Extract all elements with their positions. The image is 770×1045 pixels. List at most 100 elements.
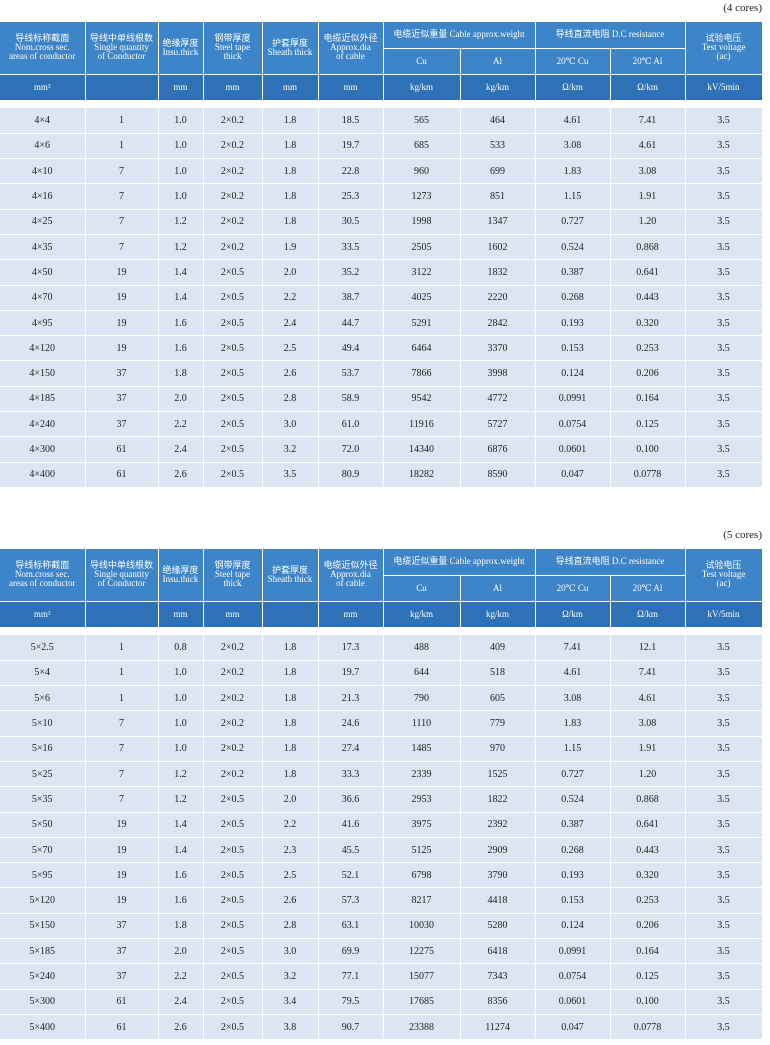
cell: 1.91	[610, 183, 686, 210]
column-header: 导线标称截面 Nom.cross sec. areas of conductor	[0, 22, 86, 75]
cell: 3.5	[685, 963, 763, 990]
cell: 3.8	[262, 1014, 319, 1041]
cell: 1.8	[262, 158, 319, 185]
data-row: 4×35 7 1.2 2×0.2 1.9 33.5 2505 1602 0.524 0.868 3.…	[0, 234, 763, 261]
cell: 72.0	[318, 436, 384, 463]
cell: 0.524	[535, 234, 611, 261]
cell: 0.0754	[535, 963, 611, 990]
cell: 7	[85, 209, 159, 235]
cell: 5×10	[0, 710, 86, 737]
cell: 11274	[460, 1014, 536, 1041]
cell: 1	[85, 133, 159, 160]
data-row: 4×70 19 1.4 2×0.5 2.2 38.7 4025 2220 0.268 0.443 3…	[0, 285, 763, 311]
cell: 1602	[460, 234, 536, 261]
data-row: 5×6 1 1.0 2×0.2 1.8 21.3 790 605 3.08 4.61 3.5	[0, 685, 763, 712]
cell: 1.4	[158, 259, 204, 286]
cell: 4×50	[0, 259, 86, 286]
header-row: Cu Al 20℃ Cu 20℃ Al	[0, 575, 762, 602]
cell: 19	[85, 862, 159, 889]
cell: 2339	[383, 761, 461, 788]
cell: 0.100	[610, 436, 686, 463]
cell: 0.320	[610, 862, 686, 889]
cell: 0.387	[535, 812, 611, 838]
cell: 3.5	[685, 862, 763, 889]
cell: 0.124	[535, 360, 611, 387]
cell: 18282	[383, 462, 461, 488]
cell: 4×120	[0, 335, 86, 362]
cell: 3.5	[685, 335, 763, 362]
cell: 61	[85, 436, 159, 463]
cell: 33.5	[318, 234, 384, 261]
cell: 3.5	[685, 259, 763, 286]
column-header: 电缆近似外径 Approx.dia of cable	[318, 22, 384, 75]
cell: 2×0.2	[203, 209, 263, 235]
cell: 2.2	[262, 285, 319, 311]
cell: 2.2	[158, 963, 204, 990]
gap	[0, 627, 763, 635]
column-header: 试验电压 Test voltage (ac)	[685, 22, 763, 75]
cell: 4×240	[0, 411, 86, 438]
cell: 0.047	[535, 1014, 611, 1041]
data-row: 4×400 61 2.6 2×0.5 3.5 80.9 18282 8590 0.047 0.07…	[0, 462, 763, 488]
header-line: thick	[223, 51, 242, 62]
cell: 69.9	[318, 938, 384, 965]
cell: 3.08	[535, 133, 611, 160]
column-header: 导线中单线根数 Single quantity of Conductor	[85, 549, 159, 602]
cell: 1.0	[158, 710, 204, 737]
header-line: Single quantity	[94, 569, 149, 580]
cell: 7.41	[535, 635, 611, 661]
cell: 1.0	[158, 736, 204, 762]
data-row: 5×400 61 2.6 2×0.5 3.8 90.7 23388 11274 0.047 0.0…	[0, 1014, 763, 1041]
unit: mm	[158, 74, 204, 101]
cell: 37	[85, 360, 159, 387]
cell: 0.0778	[610, 1014, 686, 1041]
cell: 1.6	[158, 335, 204, 362]
cell: 0.0754	[535, 411, 611, 438]
header-line: of cable	[336, 578, 365, 589]
cell: 2×0.2	[203, 761, 263, 788]
cell: 0.268	[535, 285, 611, 311]
unit: mm	[203, 601, 263, 628]
cell: 1273	[383, 183, 461, 210]
cell: 7.41	[610, 108, 686, 134]
cell: 2×0.2	[203, 736, 263, 762]
cell: 2×0.5	[203, 259, 263, 286]
cell: 1.2	[158, 761, 204, 788]
data-row: 5×300 61 2.4 2×0.5 3.4 79.5 17685 8356 0.0601 0.1…	[0, 989, 763, 1015]
table-caption: (4 cores)	[723, 2, 762, 14]
cell: 488	[383, 635, 461, 661]
cell: 45.5	[318, 837, 384, 864]
cell: 0.125	[610, 411, 686, 438]
cell: 1.83	[535, 158, 611, 185]
cell: 518	[460, 660, 536, 687]
cell: 3122	[383, 259, 461, 286]
cell: 7	[85, 786, 159, 813]
cell: 7	[85, 710, 159, 737]
cell: 2×0.5	[203, 310, 263, 337]
cell: 605	[460, 685, 536, 712]
cell: 1485	[383, 736, 461, 762]
cell: 2505	[383, 234, 461, 261]
cell: 37	[85, 411, 159, 438]
cell: 2.0	[158, 938, 204, 965]
unit-row: mm² mm mm mm mm kg/km kg/km Ω/km Ω/km kV/5min	[0, 74, 763, 101]
cell: 5×240	[0, 963, 86, 990]
cell: 12.1	[610, 635, 686, 661]
cell: 2×0.5	[203, 963, 263, 990]
cell: 2×0.5	[203, 887, 263, 914]
cell: 90.7	[318, 1014, 384, 1041]
header-line: 导线标称截面	[15, 33, 70, 44]
cell: 2.4	[158, 436, 204, 463]
header-line: 试验电压	[705, 560, 742, 571]
cell: 4×300	[0, 436, 86, 463]
cell: 25.3	[318, 183, 384, 210]
cell: 0.868	[610, 786, 686, 813]
cell: 533	[460, 133, 536, 160]
cell: 1822	[460, 786, 536, 813]
data-row: 5×240 37 2.2 2×0.5 3.2 77.1 15077 7343 0.0754 0.1…	[0, 963, 763, 990]
cell: 0.206	[610, 913, 686, 940]
cell: 2×0.5	[203, 436, 263, 463]
cell: 0.524	[535, 786, 611, 813]
cell: 1.8	[158, 360, 204, 387]
cell: 4×10	[0, 158, 86, 185]
